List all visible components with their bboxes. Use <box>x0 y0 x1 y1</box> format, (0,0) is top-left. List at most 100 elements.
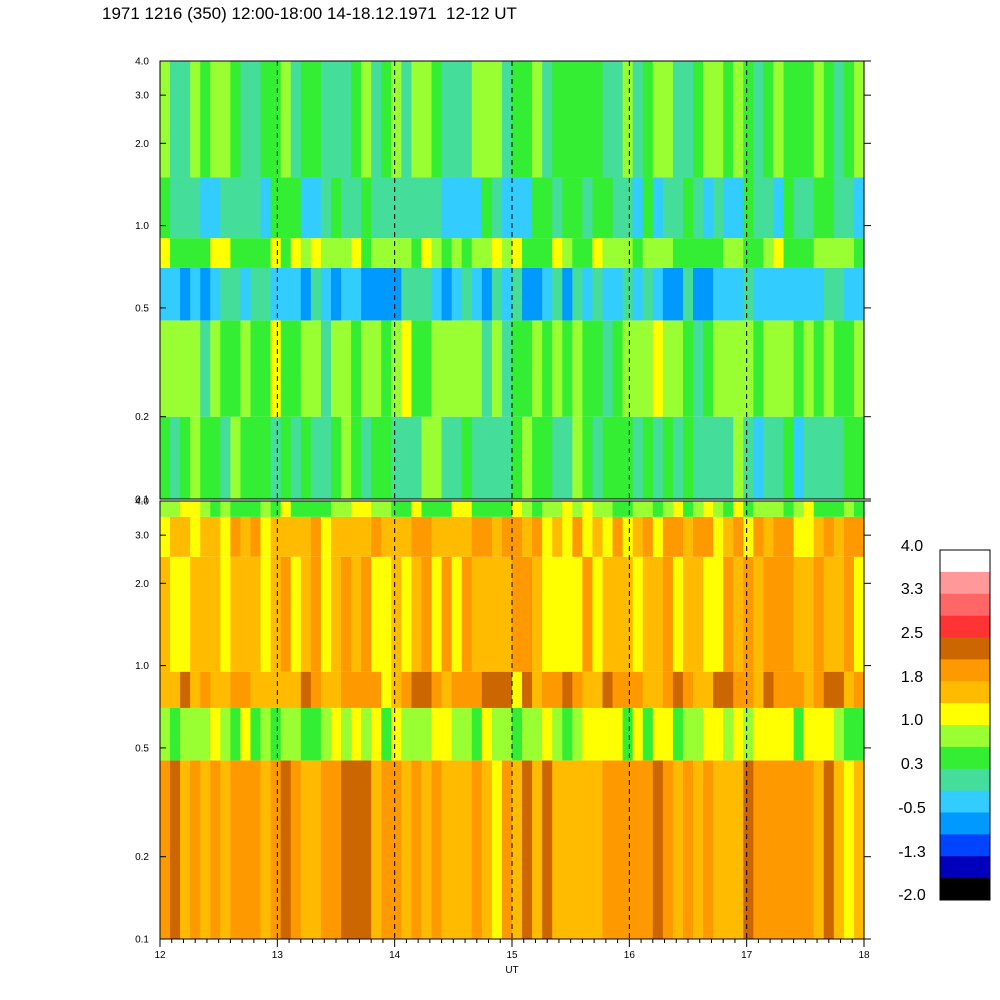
heatmap-cell <box>682 416 694 499</box>
heatmap-cell <box>280 238 292 268</box>
heatmap-cell <box>612 501 624 517</box>
heatmap-cell <box>542 320 553 417</box>
heatmap-cell <box>743 177 754 239</box>
heatmap-cell <box>310 516 322 557</box>
heatmap-cell <box>552 177 563 239</box>
heatmap-cell <box>652 516 664 557</box>
heatmap-cell <box>723 267 734 321</box>
heatmap-cell <box>532 501 543 517</box>
heatmap-cell <box>280 760 292 939</box>
heatmap-cell <box>803 416 815 499</box>
heatmap-cell <box>662 61 674 178</box>
heatmap-cell <box>170 707 181 761</box>
heatmap-cell <box>662 760 674 939</box>
heatmap-cell <box>542 516 553 557</box>
heatmap-cell <box>693 320 704 417</box>
heatmap-cell <box>793 61 805 178</box>
heatmap-cell <box>441 267 453 321</box>
heatmap-cell <box>441 707 453 761</box>
heatmap-cell <box>320 61 332 178</box>
panel-frame-upper <box>159 60 865 500</box>
heatmap-cell <box>471 671 483 708</box>
heatmap-cell <box>210 516 221 557</box>
heatmap-cell <box>310 320 322 417</box>
heatmap-cell <box>542 707 553 761</box>
heatmap-cell <box>160 238 171 268</box>
heatmap-cell <box>250 267 262 321</box>
heatmap-cell <box>160 177 171 239</box>
heatmap-cell <box>532 320 543 417</box>
y-tick-label: 1.0 <box>135 661 149 672</box>
heatmap-cell <box>300 501 312 517</box>
heatmap-cell <box>310 238 322 268</box>
heatmap-cell <box>471 416 483 499</box>
heatmap-cell <box>300 267 312 321</box>
heatmap-cell <box>300 320 312 417</box>
heatmap-cell <box>300 760 312 939</box>
heatmap-cell <box>672 320 684 417</box>
heatmap-cell <box>743 238 754 268</box>
heatmap-cell <box>421 760 433 939</box>
heatmap-cell <box>713 556 724 672</box>
heatmap-cell <box>290 320 302 417</box>
heatmap-cell <box>391 707 402 761</box>
heatmap-cell <box>542 556 553 672</box>
y-tick-label: 1.0 <box>135 221 149 232</box>
heatmap-cell <box>461 760 473 939</box>
heatmap-cell <box>310 707 322 761</box>
heatmap-cell <box>451 556 463 672</box>
heatmap-cell <box>552 267 563 321</box>
heatmap-cell <box>481 238 493 268</box>
heatmap-cell <box>723 671 734 708</box>
heatmap-cell <box>803 760 815 939</box>
heatmap-cell <box>703 61 714 178</box>
heatmap-cell <box>381 760 392 939</box>
heatmap-cell <box>512 707 523 761</box>
heatmap-cell <box>773 61 785 178</box>
heatmap-cell <box>532 238 543 268</box>
heatmap-cell <box>190 671 201 708</box>
heatmap-cell <box>320 501 332 517</box>
heatmap-cell <box>652 238 664 268</box>
heatmap-cell <box>421 707 433 761</box>
heatmap-cell <box>672 556 684 672</box>
heatmap-cell <box>481 320 493 417</box>
heatmap-cell <box>823 671 835 708</box>
heatmap-cell <box>210 416 221 499</box>
heatmap-cell <box>773 320 785 417</box>
heatmap-cell <box>562 320 573 417</box>
heatmap-cell <box>843 320 855 417</box>
x-tick-label: 15 <box>506 950 518 961</box>
heatmap-cell <box>632 671 644 708</box>
heatmap-cell <box>743 267 754 321</box>
heatmap-cell <box>320 707 332 761</box>
heatmap-cell <box>763 556 775 672</box>
heatmap-cell <box>672 501 684 517</box>
x-tick-label: 16 <box>624 950 636 961</box>
heatmap-cell <box>652 501 664 517</box>
heatmap-cell <box>290 556 302 672</box>
heatmap-cell <box>833 760 845 939</box>
heatmap-cell <box>773 556 785 672</box>
heatmap-cell <box>783 501 795 517</box>
heatmap-cell <box>411 556 423 672</box>
heatmap-cell <box>180 416 191 499</box>
heatmap-cell <box>330 707 342 761</box>
heatmap-cell <box>250 760 262 939</box>
heatmap-cell <box>481 516 493 557</box>
colorbar-label: 1.0 <box>901 712 923 729</box>
heatmap-cell <box>330 671 342 708</box>
heatmap-cell <box>491 416 503 499</box>
heatmap-cell <box>602 238 614 268</box>
heatmap-cell <box>783 267 795 321</box>
heatmap-cell <box>672 516 684 557</box>
heatmap-cell <box>743 416 754 499</box>
heatmap-cell <box>170 238 181 268</box>
heatmap-cell <box>783 760 795 939</box>
colorbar-swatch <box>940 681 990 704</box>
heatmap-cell <box>642 671 654 708</box>
heatmap-cell <box>351 760 362 939</box>
heatmap-cell <box>481 267 493 321</box>
heatmap-cell <box>371 267 382 321</box>
heatmap-cell <box>471 707 483 761</box>
